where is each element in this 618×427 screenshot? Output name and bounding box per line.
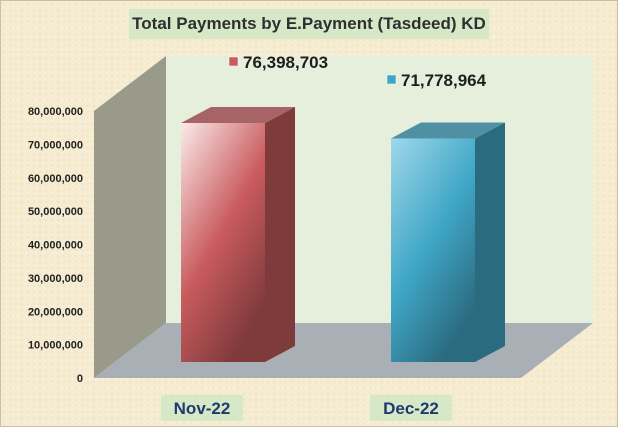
bar-side [265,107,295,363]
floor [94,323,593,378]
bar [391,138,475,362]
y-tick-label: 0 [77,373,83,385]
data-label: 76,398,703 [243,53,328,72]
data-label-marker [228,56,239,67]
x-tick-label: Nov-22 [174,399,231,418]
y-tick-label: 60,000,000 [28,173,83,185]
chart-title: Total Payments by E.Payment (Tasdeed) KD [129,9,489,39]
x-tick-box [161,395,243,421]
bar [181,123,265,363]
bar-side [475,122,505,362]
bar-top [391,122,505,139]
data-label: 71,778,964 [401,71,487,90]
y-tick-label: 70,000,000 [28,139,83,151]
bar-top [181,107,295,124]
y-tick-label: 10,000,000 [28,340,83,352]
y-tick-label: 20,000,000 [28,306,83,318]
y-tick-label: 50,000,000 [28,206,83,218]
x-tick-box [370,395,452,421]
y-tick-label: 30,000,000 [28,273,83,285]
y-tick-label: 80,000,000 [28,106,83,118]
side-wall [94,56,166,378]
data-label-marker [386,74,397,85]
x-tick-label: Dec-22 [383,399,439,418]
y-tick-label: 40,000,000 [28,240,83,252]
